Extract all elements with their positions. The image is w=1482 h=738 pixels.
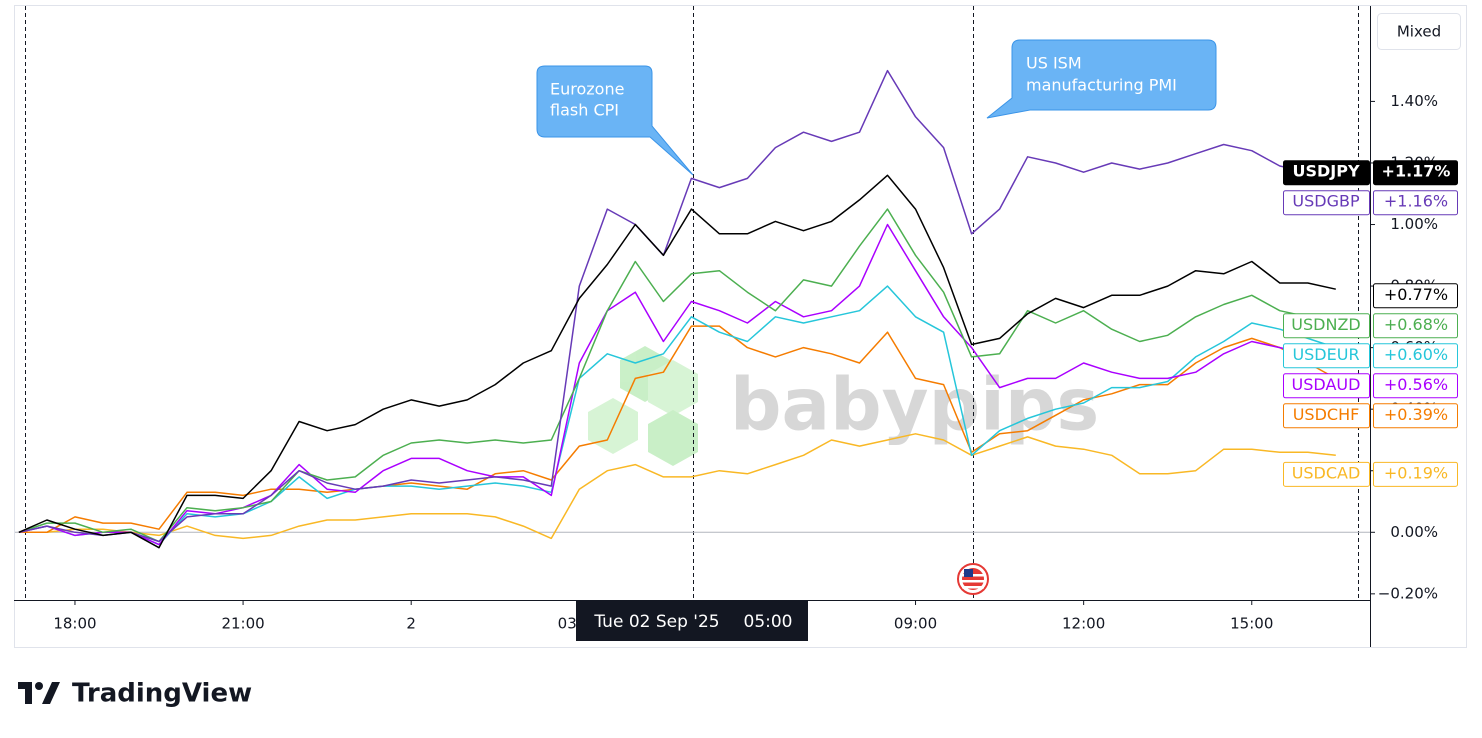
tag-name: USDCHF (1293, 405, 1360, 424)
x-tick-label: 12:00 (1062, 615, 1105, 633)
chart-frame (14, 5, 1467, 648)
tag-value-box (1373, 343, 1458, 369)
plot-area (15, 69, 1370, 549)
crosshair-time: 05:00 (744, 612, 793, 632)
brand: TradingView (18, 679, 252, 709)
crosshair-date: Tue 02 Sep '25 (593, 612, 719, 632)
tag-name-box (1283, 190, 1370, 216)
event-flag (957, 563, 989, 595)
y-tick-label: 0.00% (1390, 523, 1438, 541)
tag-name-box (1283, 160, 1370, 186)
scale-mode-button[interactable]: Mixed (1377, 13, 1461, 50)
price-tags: USDJPY +1.17% USDGBP +1.16% +0.77% USDNZD +0.6… (1283, 160, 1458, 487)
y-tick-label: 1.40% (1390, 92, 1438, 110)
tag-value: +0.19% (1384, 463, 1448, 482)
tag-value-box (1373, 403, 1458, 429)
series-line (18, 325, 1337, 534)
tag-value-box (1373, 160, 1458, 186)
tag-value-box (1373, 373, 1458, 399)
x-tick-label: 21:00 (221, 615, 264, 633)
tag-value: +1.16% (1384, 192, 1448, 211)
tag-name: USDGBP (1292, 192, 1360, 211)
session-lines (25, 6, 1359, 600)
series-line (18, 433, 1336, 540)
x-tick-label: 18:00 (53, 615, 96, 633)
scale-mode-label[interactable]: Mixed (1397, 23, 1441, 41)
tag-value-box (1373, 461, 1458, 487)
y-tick-label: 1.00% (1390, 215, 1438, 233)
annotation-line: flash CPI (550, 101, 619, 120)
brand-name: TradingView (72, 679, 252, 709)
x-tick-label: 2 (406, 615, 416, 633)
y-tick-label: −0.20% (1378, 584, 1438, 602)
annotation-line: US ISM (1026, 54, 1082, 73)
tag-value: +0.39% (1384, 405, 1448, 424)
tag-name: USDNZD (1291, 315, 1360, 334)
tag-value: +1.17% (1382, 162, 1451, 181)
series-line (18, 208, 1336, 543)
tag-name: USDCAD (1292, 463, 1361, 482)
x-tick-label: 15:00 (1230, 615, 1273, 633)
crosshair-label: Tue 02 Sep '25 05:00 (576, 601, 808, 641)
tag-name-box (1283, 343, 1370, 369)
annotation-eurozone: Eurozone flash CPI (536, 65, 694, 176)
series-line (18, 69, 1336, 543)
tag-name: USDJPY (1292, 162, 1359, 181)
x-tick-label: 09:00 (894, 615, 937, 633)
tag-value: +0.68% (1384, 315, 1448, 334)
tag-name: USDAUD (1292, 375, 1361, 394)
tag-value: +0.56% (1384, 375, 1448, 394)
tag-name: USDEUR (1292, 345, 1359, 364)
tag-value-box (1373, 283, 1458, 309)
annotation-line: Eurozone (550, 80, 624, 99)
tag-value: +0.60% (1384, 345, 1448, 364)
tag-name-box (1283, 461, 1370, 487)
tag-value-box (1373, 313, 1458, 339)
tag-value-box (1373, 190, 1458, 216)
annotation-line: manufacturing PMI (1026, 76, 1177, 95)
tag-name-box (1283, 403, 1370, 429)
annotation-us-ism: US ISM manufacturing PMI (986, 39, 1217, 119)
tag-value: +0.77% (1384, 285, 1448, 304)
tag-name-box (1283, 373, 1370, 399)
tag-name-box (1283, 313, 1370, 339)
series-line (18, 174, 1336, 549)
